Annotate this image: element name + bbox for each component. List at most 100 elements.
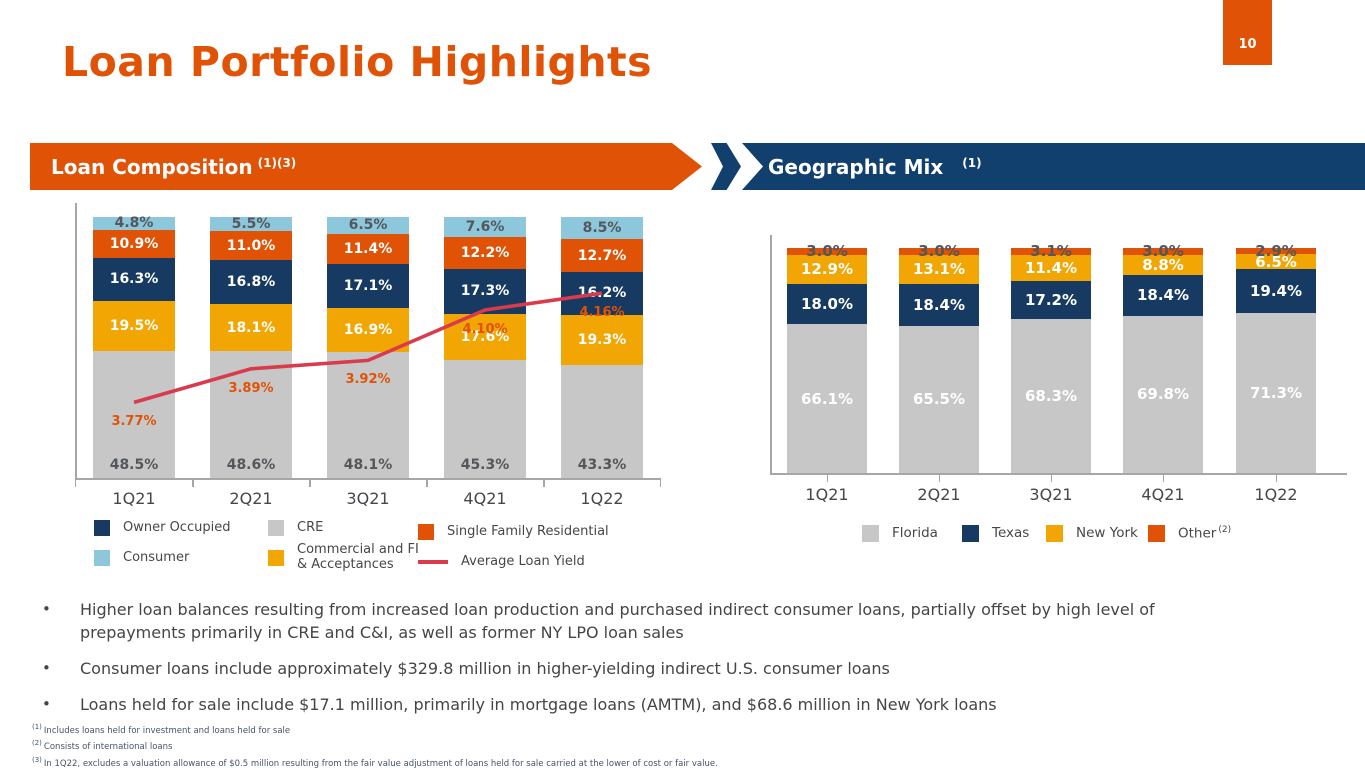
x-axis-tick bbox=[659, 478, 661, 487]
section-footnote-ref: (1) bbox=[962, 155, 982, 170]
bar-segment-label: 5.5% bbox=[231, 216, 271, 233]
bar-segment-commercial-and-fi-acceptances: 18.1% bbox=[210, 303, 292, 352]
bar-segment-label: 43.3% bbox=[577, 456, 627, 473]
bar-segment-cre: 45.3% bbox=[444, 359, 526, 478]
x-axis-label: 3Q21 bbox=[1029, 485, 1073, 504]
banner-chevron-icon bbox=[711, 143, 741, 190]
bar-segment-commercial-and-fi-acceptances: 16.9% bbox=[327, 308, 409, 353]
legend-label: Consumer bbox=[123, 549, 190, 565]
bullet-item: • Loans held for sale include $17.1 mill… bbox=[42, 693, 1242, 716]
bar-segment-label: 48.6% bbox=[226, 456, 276, 473]
bar-segment-new-york: 11.4% bbox=[1011, 254, 1091, 281]
bar-segment-label: 18.1% bbox=[226, 319, 276, 336]
bar-segment-label: 17.3% bbox=[460, 283, 510, 300]
legend-item: Single Family Residential bbox=[418, 524, 609, 540]
x-axis-tick bbox=[1275, 473, 1277, 482]
bullet-icon: • bbox=[42, 695, 51, 713]
bar-segment-florida: 65.5% bbox=[899, 325, 979, 473]
bar-segment-label: 18.4% bbox=[912, 295, 966, 314]
legend-label: Single Family Residential bbox=[447, 523, 609, 539]
legend-item: Consumer bbox=[94, 550, 189, 566]
bar-segment-new-york: 8.8% bbox=[1123, 254, 1203, 275]
geographic-mix-chart: 66.1% 18.0% 12.9% 3.0% 1Q21 65.5% 18.4% 13.1% 3.… bbox=[770, 233, 1360, 513]
bar-segment-new-york: 6.5% bbox=[1236, 253, 1316, 271]
yield-label: 3.77% bbox=[111, 414, 157, 430]
bar-segment-new-york: 13.1% bbox=[899, 254, 979, 285]
bar-segment-label: 11.0% bbox=[226, 237, 276, 254]
owner-occupied-swatch bbox=[94, 520, 110, 536]
other-swatch bbox=[1148, 525, 1165, 542]
bar-segment-single-family-residential: 12.2% bbox=[444, 236, 526, 269]
bar-segment-consumer: 5.5% bbox=[210, 216, 292, 232]
legend-label: Other (2) bbox=[1178, 525, 1232, 542]
bar-segment-label: 16.8% bbox=[226, 273, 276, 290]
bar-segment-label: 3.1% bbox=[1030, 242, 1072, 261]
loan-composition-legend: Owner Occupied CRE Single Family Residen… bbox=[88, 512, 708, 576]
page-number-badge: 10 bbox=[1223, 0, 1272, 65]
yield-label: 3.89% bbox=[228, 380, 274, 396]
bar-segment-single-family-residential: 12.7% bbox=[561, 239, 643, 273]
bar-segment-florida: 66.1% bbox=[787, 324, 867, 473]
bar-segment-other: 3.1% bbox=[1011, 242, 1091, 260]
x-axis-tick bbox=[1162, 473, 1164, 482]
x-axis-label: 1Q22 bbox=[580, 489, 624, 508]
section-footnote-ref: (1)(3) bbox=[257, 155, 297, 170]
bar-segment-label: 19.4% bbox=[1249, 281, 1303, 300]
section-header-geographic-mix: Geographic Mix (1) bbox=[742, 143, 1365, 190]
bar-segment-label: 16.2% bbox=[577, 285, 627, 302]
bar-segment-texas: 18.0% bbox=[787, 283, 867, 325]
x-axis-tick bbox=[1050, 473, 1052, 482]
bar-segment-label: 16.3% bbox=[109, 271, 159, 288]
bar-segment-label: 3.0% bbox=[1142, 242, 1184, 261]
bar-segment-label: 66.1% bbox=[800, 389, 854, 408]
bar-segment-commercial-and-fi-acceptances: 19.3% bbox=[561, 314, 643, 365]
bar-segment-texas: 18.4% bbox=[1123, 274, 1203, 316]
x-axis-tick bbox=[543, 478, 545, 487]
bar-segment-label: 4.8% bbox=[114, 215, 154, 232]
legend-item: Owner Occupied bbox=[94, 520, 230, 536]
bar-segment-texas: 18.4% bbox=[899, 284, 979, 326]
texas-swatch bbox=[962, 525, 979, 542]
x-axis-label: 4Q21 bbox=[463, 489, 507, 508]
geographic-mix-legend: Florida Texas New York Other (2) bbox=[855, 518, 1275, 550]
x-axis-label: 4Q21 bbox=[1141, 485, 1185, 504]
bar-segment-new-york: 12.9% bbox=[787, 254, 867, 284]
y-axis bbox=[75, 203, 77, 480]
legend-label: Average Loan Yield bbox=[461, 554, 585, 569]
bullet-item: • Consumer loans include approximately $… bbox=[42, 657, 1242, 680]
bar-segment-texas: 17.2% bbox=[1011, 280, 1091, 320]
x-axis-label: 1Q22 bbox=[1254, 485, 1298, 504]
footnote: (3) In 1Q22, excludes a valuation allowan… bbox=[32, 755, 718, 768]
bar-segment-other: 3.0% bbox=[787, 242, 867, 260]
section-title: Geographic Mix bbox=[768, 154, 944, 179]
new-york-swatch bbox=[1046, 525, 1063, 542]
legend-label: Florida bbox=[892, 524, 938, 541]
bar-segment-label: 48.5% bbox=[109, 456, 159, 473]
x-axis-tick bbox=[309, 478, 311, 487]
legend-item: New York bbox=[1046, 525, 1138, 542]
x-axis-label: 1Q21 bbox=[112, 489, 156, 508]
average-loan-yield-line-swatch bbox=[418, 560, 448, 565]
section-title: Loan Composition bbox=[51, 154, 253, 179]
bar-segment-label: 6.5% bbox=[348, 217, 388, 234]
x-axis-tick bbox=[826, 473, 828, 482]
footnotes: (1) Includes loans held for investment an… bbox=[32, 721, 718, 768]
florida-swatch bbox=[862, 525, 879, 542]
bar-segment-label: 16.9% bbox=[343, 322, 393, 339]
bar-segment-label: 65.5% bbox=[912, 390, 966, 409]
bar-segment-label: 6.5% bbox=[1255, 252, 1297, 271]
bar-segment-single-family-residential: 11.4% bbox=[327, 233, 409, 264]
bar-segment-label: 8.8% bbox=[1142, 255, 1184, 274]
section-header-loan-composition: Loan Composition (1)(3) bbox=[30, 143, 702, 190]
bar-segment-label: 8.5% bbox=[582, 220, 622, 237]
legend-item: Florida bbox=[862, 525, 938, 542]
bar-segment-label: 71.3% bbox=[1249, 383, 1303, 402]
bar-segment-label: 10.9% bbox=[109, 235, 159, 252]
bar-segment-commercial-and-fi-acceptances: 19.5% bbox=[93, 300, 175, 352]
x-axis-tick bbox=[426, 478, 428, 487]
bar-segment-label: 69.8% bbox=[1136, 385, 1190, 404]
bar-segment-label: 13.1% bbox=[912, 260, 966, 279]
bar-segment-consumer: 7.6% bbox=[444, 217, 526, 237]
bar-segment-label: 45.3% bbox=[460, 456, 510, 473]
page-title: Loan Portfolio Highlights bbox=[62, 38, 653, 86]
